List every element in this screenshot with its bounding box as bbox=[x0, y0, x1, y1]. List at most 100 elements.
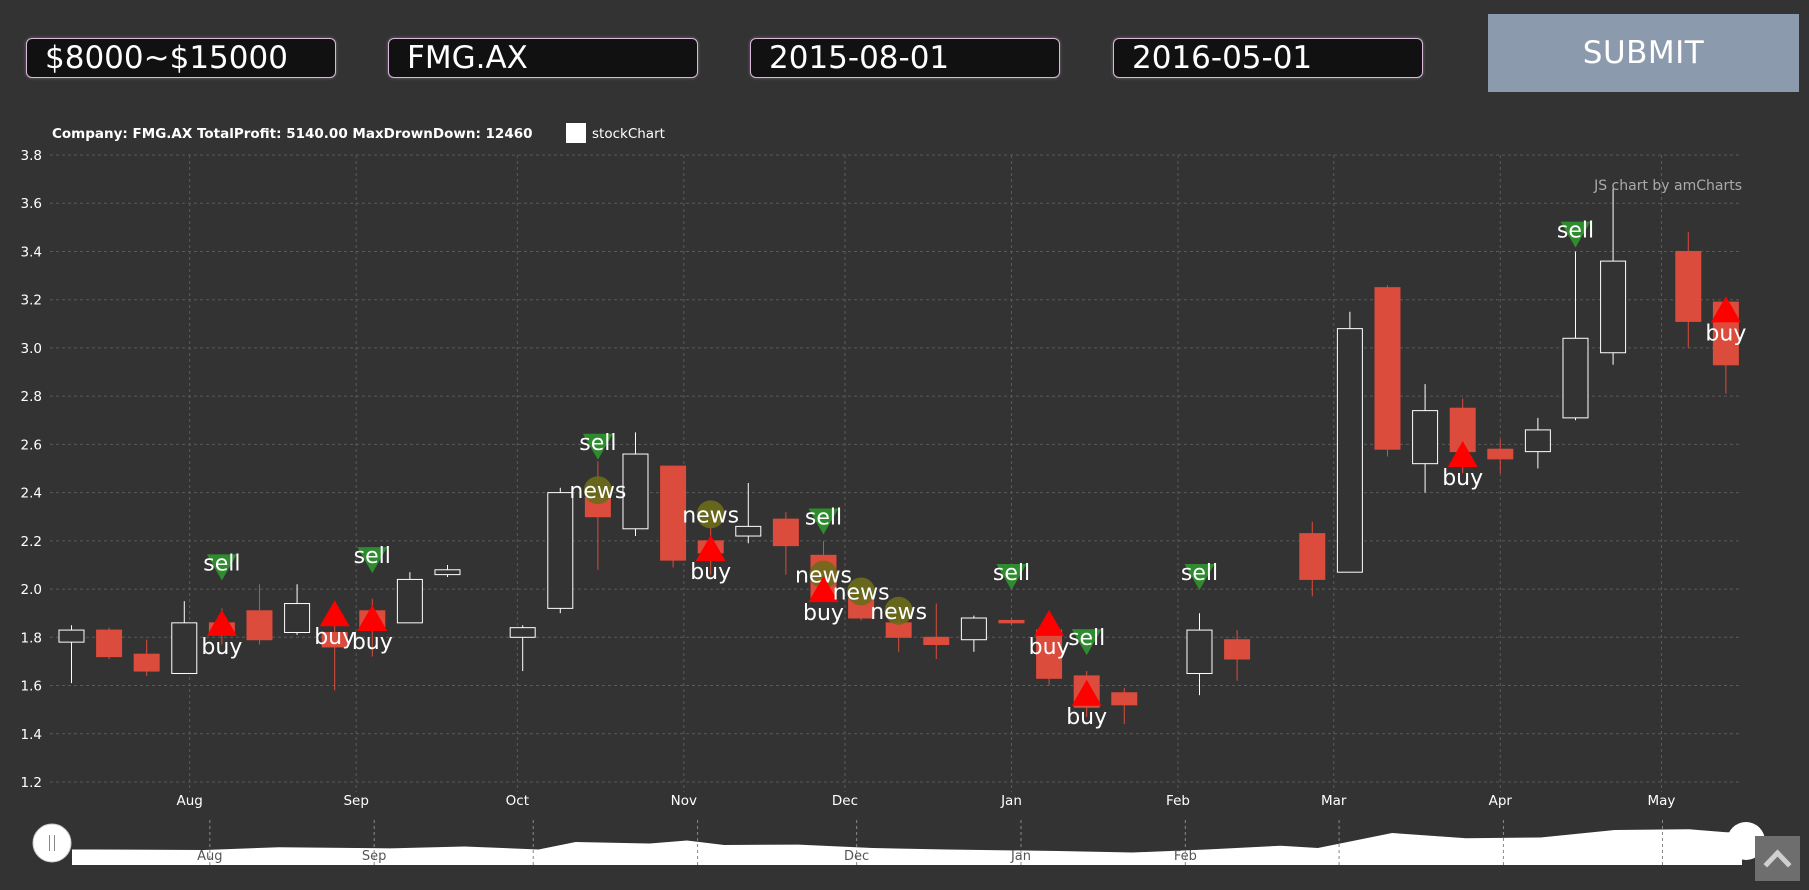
candle-body bbox=[1374, 287, 1401, 450]
x-tick-label: Mar bbox=[1321, 793, 1347, 809]
candle-body bbox=[284, 603, 311, 633]
candle-body bbox=[171, 622, 198, 674]
news-marker: news bbox=[870, 596, 927, 625]
candle-body bbox=[1186, 629, 1213, 674]
candle bbox=[960, 615, 987, 652]
y-tick-label: 2.6 bbox=[21, 437, 42, 453]
submit-button[interactable]: SUBMIT bbox=[1488, 14, 1799, 92]
start-date-input[interactable] bbox=[750, 38, 1060, 78]
ticker-input[interactable] bbox=[388, 38, 698, 78]
y-tick-label: 1.6 bbox=[21, 679, 42, 695]
x-axis: Aug Sep Oct Nov Dec Jan Feb Mar Apr May bbox=[176, 793, 1675, 809]
x-tick-label: Nov bbox=[671, 793, 697, 809]
candle-body bbox=[622, 453, 649, 530]
sell-label: sell bbox=[1181, 561, 1218, 586]
y-tick-label: 2.8 bbox=[21, 389, 42, 405]
candle-body bbox=[547, 492, 574, 609]
buy-triangle-icon bbox=[206, 609, 237, 636]
candle bbox=[509, 625, 536, 672]
news-label: news bbox=[569, 479, 626, 504]
y-tick-label: 2.4 bbox=[21, 486, 42, 502]
y-tick-label: 3.4 bbox=[21, 244, 42, 260]
buy-marker: buy bbox=[201, 609, 242, 660]
sell-label: sell bbox=[579, 431, 616, 456]
sell-marker: sell bbox=[354, 544, 391, 574]
candle-body bbox=[660, 465, 687, 561]
budget-input[interactable] bbox=[26, 38, 336, 78]
x-tick-label: Jan bbox=[1000, 793, 1022, 809]
buy-triangle-icon bbox=[1710, 296, 1741, 323]
x-tick-label: Dec bbox=[832, 793, 858, 809]
candle bbox=[923, 603, 950, 660]
candle-body bbox=[998, 619, 1025, 624]
legend-swatch[interactable] bbox=[566, 123, 586, 143]
candle bbox=[1562, 251, 1589, 421]
sell-label: sell bbox=[1557, 219, 1594, 244]
buy-triangle-icon bbox=[1034, 609, 1065, 636]
candle bbox=[1487, 439, 1514, 474]
sell-label: sell bbox=[203, 551, 240, 576]
news-circle-icon bbox=[847, 577, 876, 606]
buy-triangle-icon bbox=[1071, 679, 1102, 706]
legend-label[interactable]: stockChart bbox=[592, 126, 665, 142]
y-tick-label: 3.6 bbox=[21, 196, 42, 212]
candle-body bbox=[1336, 328, 1363, 573]
scrollbar-left-handle[interactable] bbox=[32, 823, 72, 863]
x-tick-label: Sep bbox=[343, 793, 368, 809]
candle-body bbox=[1487, 448, 1514, 460]
buy-label: buy bbox=[1442, 466, 1483, 491]
candle bbox=[772, 511, 799, 575]
candle-body bbox=[1111, 692, 1138, 706]
candle-body bbox=[509, 627, 536, 638]
candle bbox=[321, 625, 348, 691]
scroll-top-button[interactable] bbox=[1755, 836, 1800, 881]
news-label: news bbox=[870, 600, 927, 625]
news-label: news bbox=[833, 580, 890, 605]
sell-marker: sell bbox=[579, 431, 617, 460]
y-tick-label: 3.0 bbox=[21, 341, 42, 357]
buy-label: buy bbox=[1066, 705, 1107, 730]
sell-triangle-icon bbox=[1560, 221, 1591, 248]
grid bbox=[50, 154, 1742, 792]
scrollbar-label: Jan bbox=[1010, 849, 1031, 864]
candle bbox=[246, 584, 273, 645]
candle bbox=[171, 601, 198, 674]
end-date-input[interactable] bbox=[1113, 38, 1423, 78]
candle-body bbox=[1675, 250, 1702, 322]
x-tick-label: Oct bbox=[506, 793, 529, 809]
candle-body bbox=[1449, 407, 1476, 453]
chart-credit[interactable]: JS chart by amCharts bbox=[1593, 178, 1742, 194]
candle-body bbox=[133, 653, 160, 672]
candle bbox=[735, 482, 762, 544]
candle-body bbox=[58, 629, 85, 643]
candle bbox=[998, 618, 1025, 626]
candle bbox=[96, 627, 123, 660]
chart-scrollbar[interactable]: Aug Sep Dec Jan Feb bbox=[72, 820, 1742, 866]
sell-triangle-icon bbox=[357, 547, 388, 574]
sell-triangle-icon bbox=[206, 554, 237, 581]
sell-triangle-icon bbox=[996, 564, 1027, 591]
candle bbox=[284, 584, 311, 635]
candle bbox=[58, 625, 85, 684]
candle bbox=[1186, 613, 1213, 696]
buy-marker: buy bbox=[1442, 441, 1483, 491]
sell-marker: sell bbox=[1068, 626, 1105, 656]
y-tick-label: 1.8 bbox=[21, 630, 42, 646]
y-tick-label: 3.8 bbox=[21, 148, 42, 164]
candle-body bbox=[1412, 410, 1439, 465]
candle bbox=[1299, 521, 1326, 597]
buy-marker: buy bbox=[803, 576, 844, 626]
sell-label: sell bbox=[354, 544, 391, 569]
y-tick-label: 1.4 bbox=[21, 727, 42, 743]
candle-body bbox=[96, 629, 123, 658]
candle bbox=[1224, 630, 1251, 681]
buy-marker: buy bbox=[1705, 296, 1746, 346]
scrollbar-label: Sep bbox=[362, 849, 387, 864]
candle-body bbox=[1562, 337, 1589, 419]
candle bbox=[1111, 687, 1138, 725]
news-circle-icon bbox=[809, 560, 838, 589]
sell-label: sell bbox=[805, 506, 842, 531]
x-tick-label: Feb bbox=[1166, 793, 1190, 809]
chevron-up-icon bbox=[1763, 849, 1792, 868]
buy-label: buy bbox=[352, 630, 393, 655]
